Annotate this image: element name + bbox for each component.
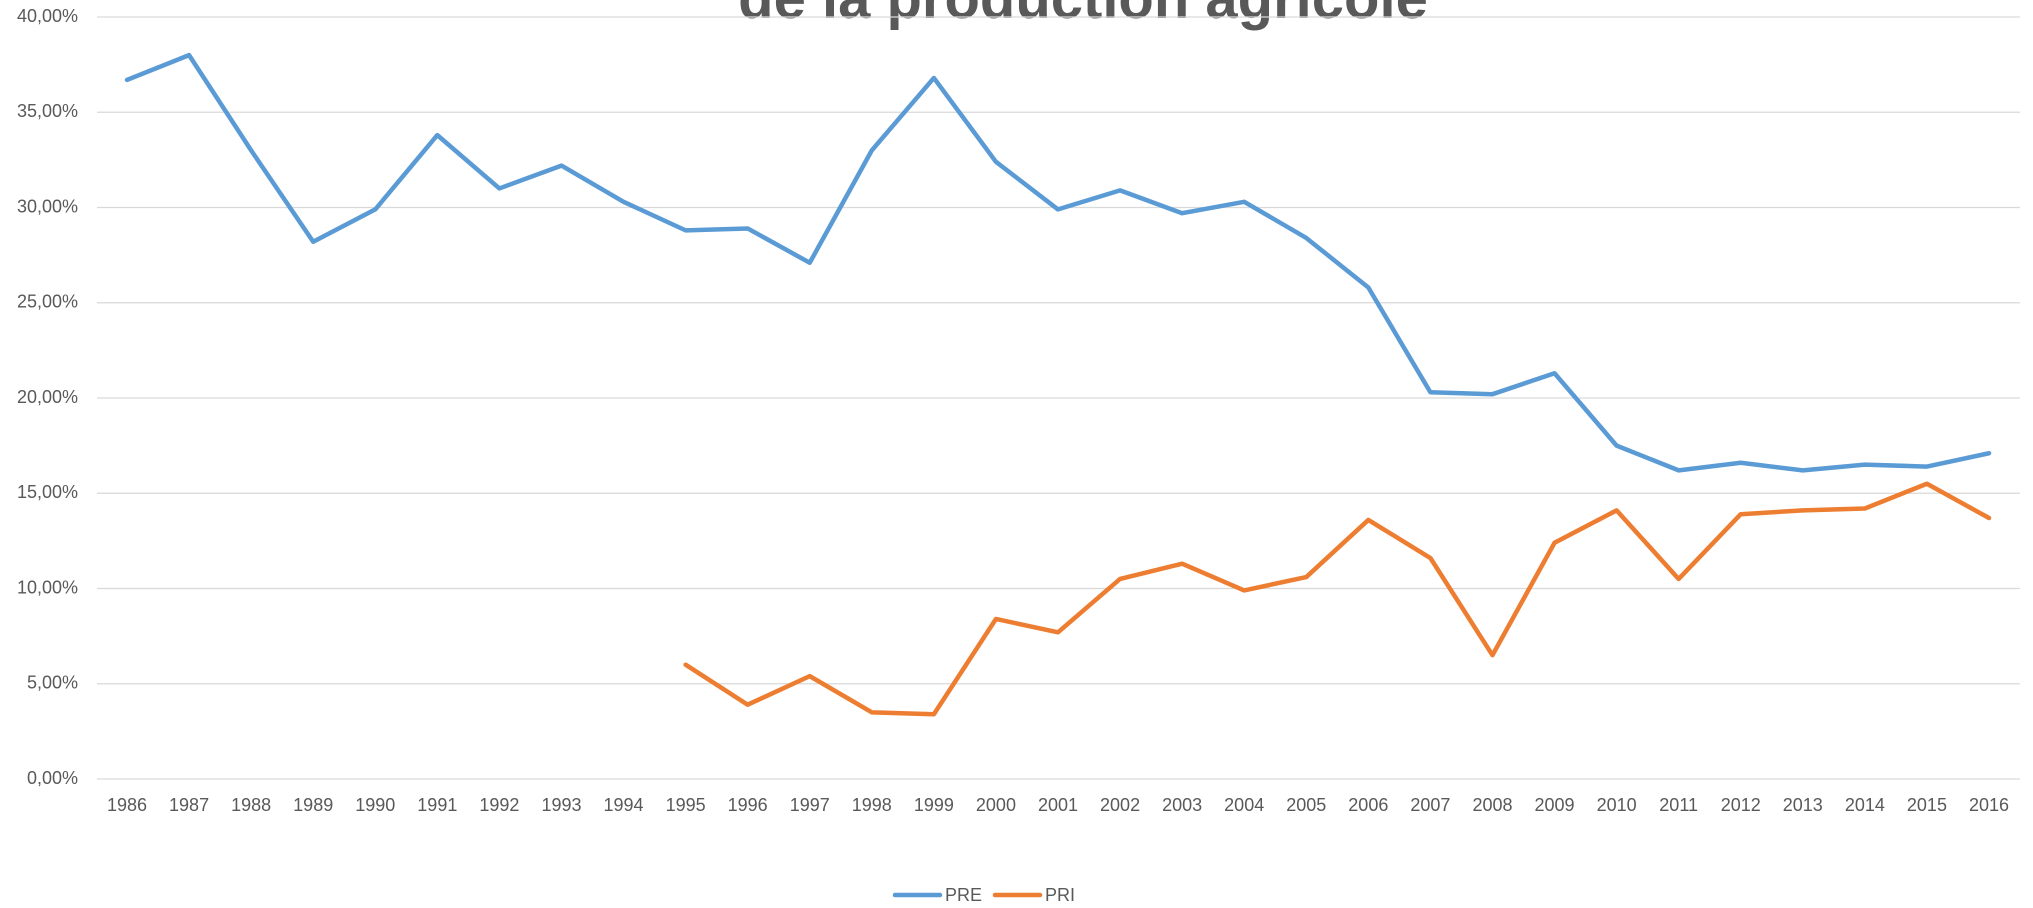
y-tick-label: 35,00%: [17, 101, 78, 121]
x-tick-label: 2001: [1038, 795, 1078, 815]
x-tick-label: 2012: [1721, 795, 1761, 815]
x-tick-label: 1992: [479, 795, 519, 815]
y-tick-label: 20,00%: [17, 387, 78, 407]
y-tick-label: 10,00%: [17, 577, 78, 597]
x-tick-label: 2000: [976, 795, 1016, 815]
x-tick-label: 2013: [1783, 795, 1823, 815]
x-tick-label: 2004: [1224, 795, 1264, 815]
x-tick-label: 2006: [1348, 795, 1388, 815]
y-tick-label: 25,00%: [17, 292, 78, 312]
x-tick-label: 1998: [852, 795, 892, 815]
x-tick-label: 2002: [1100, 795, 1140, 815]
x-tick-label: 1986: [107, 795, 147, 815]
y-tick-label: 15,00%: [17, 482, 78, 502]
x-tick-label: 1991: [417, 795, 457, 815]
x-tick-label: 2005: [1286, 795, 1326, 815]
data-line: [683, 481, 1992, 717]
x-tick-label: 1995: [666, 795, 706, 815]
chart-title: de la production agricole: [738, 0, 1428, 31]
x-tick-label: 2008: [1472, 795, 1512, 815]
x-tick-label: 1994: [604, 795, 644, 815]
x-tick-label: 1997: [790, 795, 830, 815]
y-tick-label: 0,00%: [27, 768, 78, 788]
x-tick-label: 2014: [1845, 795, 1885, 815]
x-tick-label: 2016: [1969, 795, 2009, 815]
x-tick-label: 2007: [1410, 795, 1450, 815]
x-tick-label: 1999: [914, 795, 954, 815]
x-tick-label: 2003: [1162, 795, 1202, 815]
x-tick-label: 2010: [1597, 795, 1637, 815]
y-tick-label: 40,00%: [17, 6, 78, 26]
y-tick-label: 30,00%: [17, 196, 78, 216]
x-tick-label: 1987: [169, 795, 209, 815]
legend-label: PRI: [1045, 885, 1075, 905]
legend-label: PRE: [945, 885, 982, 905]
x-tick-label: 2015: [1907, 795, 1947, 815]
y-tick-label: 5,00%: [27, 673, 78, 693]
data-line: [124, 52, 1992, 473]
x-tick-label: 1989: [293, 795, 333, 815]
x-tick-label: 1993: [541, 795, 581, 815]
x-tick-label: 2011: [1659, 795, 1698, 815]
x-tick-label: 1988: [231, 795, 271, 815]
x-tick-label: 1996: [728, 795, 768, 815]
x-tick-label: 1990: [355, 795, 395, 815]
x-tick-label: 2009: [1535, 795, 1575, 815]
